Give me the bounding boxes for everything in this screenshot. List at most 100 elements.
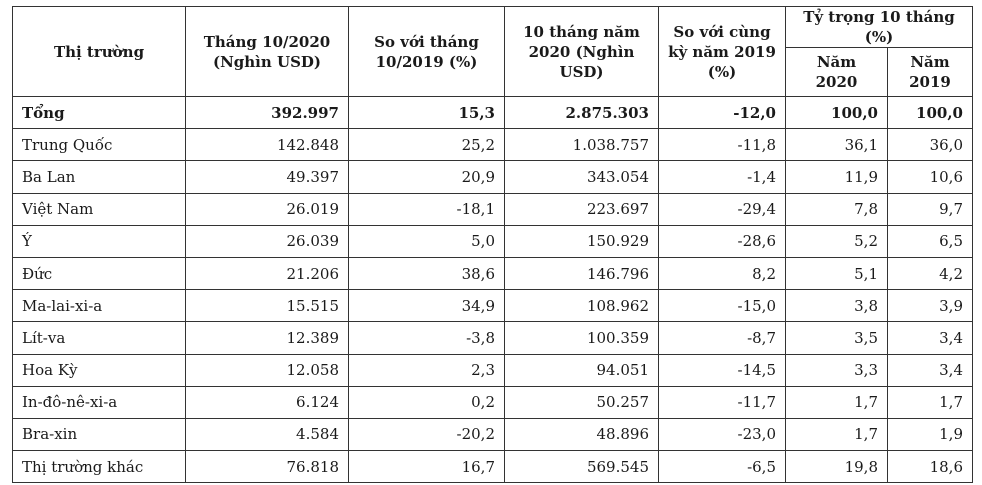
cell-market: Đức xyxy=(12,256,186,291)
cell-vs-oct2019: -3,8 xyxy=(348,321,505,355)
header-share-2019: Năm 2019 xyxy=(887,47,973,97)
table-header: Thị trường Tháng 10/2020 (Nghìn USD) So … xyxy=(12,6,973,97)
cell-share-2020: 3,5 xyxy=(785,321,888,355)
cell-market: Trung Quốc xyxy=(12,128,186,162)
cell-share-2019: 4,2 xyxy=(887,256,973,291)
cell-share-2019: 36,0 xyxy=(887,128,973,162)
table-row: Đức 21.206 38,6 146.796 8,2 5,1 4,2 xyxy=(12,256,973,291)
cell-share-2019: 10,6 xyxy=(887,160,973,194)
cell-vs-oct2019: 15,3 xyxy=(348,95,505,130)
cell-oct2020: 12.058 xyxy=(185,353,349,387)
cell-share-2020: 5,1 xyxy=(785,256,888,291)
cell-ten-months-2020: 150.929 xyxy=(504,224,659,258)
table-row: In-đô-nê-xi-a 6.124 0,2 50.257 -11,7 1,7 1,7 xyxy=(12,385,973,419)
cell-market: Hoa Kỳ xyxy=(12,353,186,387)
cell-vs-oct2019: 38,6 xyxy=(348,256,505,291)
cell-market: Bra-xin xyxy=(12,417,186,452)
cell-share-2020: 11,9 xyxy=(785,160,888,194)
cell-market: Việt Nam xyxy=(12,192,186,226)
cell-vs-same-period-2019: -15,0 xyxy=(658,289,786,323)
cell-oct2020: 26.039 xyxy=(185,224,349,258)
table-row: Ma-lai-xi-a 15.515 34,9 108.962 -15,0 3,8 3,9 xyxy=(12,289,973,323)
market-table: Thị trường Tháng 10/2020 (Nghìn USD) So … xyxy=(12,6,973,484)
cell-market: Lít-va xyxy=(12,321,186,355)
header-subrow: Năm 2020 Năm 2019 xyxy=(13,47,973,97)
cell-vs-oct2019: -20,2 xyxy=(348,417,505,452)
cell-vs-same-period-2019: -11,8 xyxy=(658,128,786,162)
cell-vs-same-period-2019: -8,7 xyxy=(658,321,786,355)
cell-vs-same-period-2019: -12,0 xyxy=(658,95,786,130)
table-row: Ba Lan 49.397 20,9 343.054 -1,4 11,9 10,6 xyxy=(12,160,973,194)
table-row-total: Tổng 392.997 15,3 2.875.303 -12,0 100,0 100,0 xyxy=(12,95,973,130)
header-row: Thị trường Tháng 10/2020 (Nghìn USD) So … xyxy=(12,6,973,97)
cell-ten-months-2020: 50.257 xyxy=(504,385,659,419)
table-row: Hoa Kỳ 12.058 2,3 94.051 -14,5 3,3 3,4 xyxy=(12,353,973,387)
cell-ten-months-2020: 223.697 xyxy=(504,192,659,226)
cell-ten-months-2020: 1.038.757 xyxy=(504,128,659,162)
cell-share-2020: 3,8 xyxy=(785,289,888,323)
cell-share-2020: 5,2 xyxy=(785,224,888,258)
cell-share-2019: 3,9 xyxy=(887,289,973,323)
cell-oct2020: 6.124 xyxy=(185,385,349,419)
cell-vs-same-period-2019: -1,4 xyxy=(658,160,786,194)
cell-market: In-đô-nê-xi-a xyxy=(12,385,186,419)
table-row: Việt Nam 26.019 -18,1 223.697 -29,4 7,8 9,7 xyxy=(12,192,973,226)
cell-ten-months-2020: 343.054 xyxy=(504,160,659,194)
cell-market: Ý xyxy=(12,224,186,258)
table-row: Thị trường khác 76.818 16,7 569.545 -6,5 19,8… xyxy=(12,450,973,484)
cell-share-2020: 7,8 xyxy=(785,192,888,226)
cell-share-2020: 19,8 xyxy=(785,450,888,484)
cell-share-2019: 1,7 xyxy=(887,385,973,419)
cell-share-2019: 6,5 xyxy=(887,224,973,258)
cell-market: Thị trường khác xyxy=(12,450,186,484)
cell-vs-same-period-2019: -11,7 xyxy=(658,385,786,419)
header-vs-same-period-2019: So với cùng kỳ năm 2019 (%) xyxy=(658,6,786,97)
cell-vs-same-period-2019: -14,5 xyxy=(658,353,786,387)
header-market: Thị trường xyxy=(12,6,186,97)
table-row: Bra-xin 4.584 -20,2 48.896 -23,0 1,7 1,9 xyxy=(12,417,973,452)
table-row: Trung Quốc 142.848 25,2 1.038.757 -11,8 36,1 3… xyxy=(12,128,973,162)
cell-oct2020: 26.019 xyxy=(185,192,349,226)
cell-ten-months-2020: 100.359 xyxy=(504,321,659,355)
cell-share-2019: 100,0 xyxy=(887,95,973,130)
cell-ten-months-2020: 48.896 xyxy=(504,417,659,452)
cell-share-2019: 18,6 xyxy=(887,450,973,484)
cell-share-2020: 1,7 xyxy=(785,385,888,419)
cell-ten-months-2020: 2.875.303 xyxy=(504,95,659,130)
cell-vs-oct2019: -18,1 xyxy=(348,192,505,226)
cell-ten-months-2020: 569.545 xyxy=(504,450,659,484)
header-share-2020: Năm 2020 xyxy=(785,47,888,97)
cell-vs-same-period-2019: -6,5 xyxy=(658,450,786,484)
cell-share-2019: 1,9 xyxy=(887,417,973,452)
cell-share-2020: 1,7 xyxy=(785,417,888,452)
cell-oct2020: 4.584 xyxy=(185,417,349,452)
header-oct2020: Tháng 10/2020 (Nghìn USD) xyxy=(185,6,349,97)
cell-vs-oct2019: 34,9 xyxy=(348,289,505,323)
cell-vs-oct2019: 25,2 xyxy=(348,128,505,162)
cell-vs-same-period-2019: -28,6 xyxy=(658,224,786,258)
cell-share-2020: 100,0 xyxy=(785,95,888,130)
cell-oct2020: 12.389 xyxy=(185,321,349,355)
cell-ten-months-2020: 94.051 xyxy=(504,353,659,387)
cell-vs-oct2019: 20,9 xyxy=(348,160,505,194)
cell-market: Tổng xyxy=(12,95,186,130)
header-ten-months-2020: 10 tháng năm 2020 (Nghìn USD) xyxy=(504,6,659,97)
cell-ten-months-2020: 146.796 xyxy=(504,256,659,291)
cell-oct2020: 49.397 xyxy=(185,160,349,194)
cell-market: Ma-lai-xi-a xyxy=(12,289,186,323)
cell-share-2020: 3,3 xyxy=(785,353,888,387)
cell-oct2020: 76.818 xyxy=(185,450,349,484)
table-body: Tổng 392.997 15,3 2.875.303 -12,0 100,0 100,0 T… xyxy=(12,95,973,484)
cell-share-2019: 9,7 xyxy=(887,192,973,226)
cell-share-2020: 36,1 xyxy=(785,128,888,162)
cell-share-2019: 3,4 xyxy=(887,353,973,387)
cell-market: Ba Lan xyxy=(12,160,186,194)
table-row: Lít-va 12.389 -3,8 100.359 -8,7 3,5 3,4 xyxy=(12,321,973,355)
cell-oct2020: 15.515 xyxy=(185,289,349,323)
cell-oct2020: 392.997 xyxy=(185,95,349,130)
table-row: Ý 26.039 5,0 150.929 -28,6 5,2 6,5 xyxy=(12,224,973,258)
cell-vs-oct2019: 16,7 xyxy=(348,450,505,484)
cell-oct2020: 142.848 xyxy=(185,128,349,162)
cell-vs-same-period-2019: -29,4 xyxy=(658,192,786,226)
header-vs-oct2019: So với tháng 10/2019 (%) xyxy=(348,6,505,97)
